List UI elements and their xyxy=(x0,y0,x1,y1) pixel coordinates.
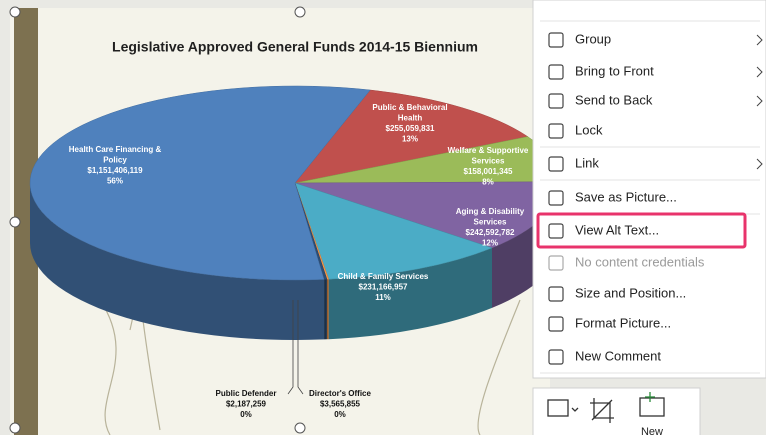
slice-name: Services xyxy=(472,157,505,166)
menu-item[interactable]: Lock xyxy=(575,122,603,137)
slice-name: Welfare & Supportive xyxy=(448,146,529,155)
slice-amount: $158,001,345 xyxy=(464,167,513,176)
slice-percent: 12% xyxy=(482,239,498,248)
menu-item[interactable]: Save as Picture... xyxy=(575,189,677,204)
menu-item[interactable]: View Alt Text... xyxy=(575,222,659,237)
menu-item[interactable]: Group xyxy=(575,31,611,46)
slice-percent: 8% xyxy=(482,178,494,187)
slice-amount: $255,059,831 xyxy=(386,124,435,133)
slice-percent: 0% xyxy=(240,410,252,419)
slice-amount: $242,592,782 xyxy=(466,228,515,237)
slice-name: Services xyxy=(474,218,507,227)
slice-name: Public & Behavioral xyxy=(372,103,447,112)
slice-percent: 11% xyxy=(375,293,391,302)
menu-item[interactable]: New Comment xyxy=(575,348,661,363)
slice-name: Health xyxy=(398,114,423,123)
menu-item[interactable]: Size and Position... xyxy=(575,285,686,300)
slice-name: Public Defender xyxy=(216,389,277,398)
slice-percent: 13% xyxy=(402,135,418,144)
mini-toolbar xyxy=(533,388,700,435)
slice-percent: 0% xyxy=(334,410,346,419)
menu-item[interactable]: Send to Back xyxy=(575,92,653,107)
toolbar-button-label[interactable]: New xyxy=(641,426,663,435)
slice-name: Child & Family Services xyxy=(338,272,429,281)
menu-item: No content credentials xyxy=(575,254,705,269)
screen: Legislative Approved General Funds 2014-… xyxy=(0,0,766,435)
slice-side xyxy=(327,279,329,339)
page: Legislative Approved General Funds 2014-… xyxy=(0,0,766,435)
chart-title: Legislative Approved General Funds 2014-… xyxy=(112,39,478,55)
menu-item[interactable]: Link xyxy=(575,155,599,170)
slice-name: Director's Office xyxy=(309,389,371,398)
slice-amount: $2,187,259 xyxy=(226,400,267,409)
slice-amount: $3,565,855 xyxy=(320,400,361,409)
slice-name: Aging & Disability xyxy=(456,207,525,216)
menu-item[interactable]: Bring to Front xyxy=(575,63,654,78)
slice-amount: $1,151,406,119 xyxy=(87,166,143,175)
slice-percent: 56% xyxy=(107,177,123,186)
slice-side xyxy=(324,279,327,339)
slice-amount: $231,166,957 xyxy=(359,283,408,292)
slice-name: Health Care Financing & xyxy=(69,145,162,154)
menu-item[interactable]: Format Picture... xyxy=(575,315,671,330)
slice-name: Policy xyxy=(103,156,127,165)
